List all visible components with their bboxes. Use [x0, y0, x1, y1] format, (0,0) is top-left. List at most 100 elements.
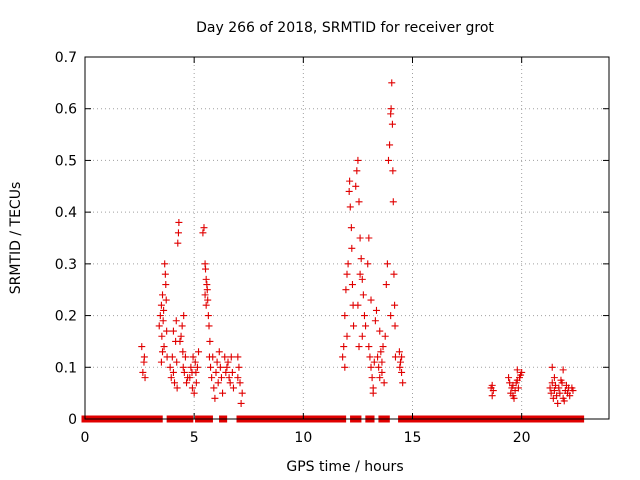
data-point: [199, 229, 207, 237]
data-point: [341, 312, 349, 320]
data-point: [237, 399, 245, 407]
data-point: [558, 379, 566, 387]
data-point: [192, 368, 200, 376]
data-point: [378, 368, 386, 376]
data-point: [350, 322, 358, 330]
data-point: [352, 182, 360, 190]
data-point: [236, 379, 244, 387]
data-point: [221, 353, 229, 361]
data-points: [138, 79, 577, 407]
data-point: [180, 312, 188, 320]
data-point: [395, 348, 403, 356]
data-point: [367, 363, 375, 371]
y-tick-label: 0.2: [55, 309, 77, 325]
data-point: [387, 312, 395, 320]
data-point: [163, 327, 171, 335]
data-point: [174, 229, 182, 237]
data-point: [344, 260, 352, 268]
data-point: [226, 379, 234, 387]
data-point: [345, 187, 353, 195]
y-tick-label: 0: [68, 412, 77, 428]
data-point: [216, 363, 224, 371]
data-point: [372, 306, 380, 314]
data-point: [228, 368, 236, 376]
x-axis-label: GPS time / hours: [286, 459, 403, 475]
data-point: [193, 363, 201, 371]
data-point: [371, 317, 379, 325]
data-point: [179, 363, 187, 371]
y-tick-label: 0.6: [55, 102, 77, 118]
data-point: [179, 348, 187, 356]
data-point: [229, 384, 237, 392]
y-tick-label: 0.3: [55, 257, 77, 273]
data-point: [355, 343, 363, 351]
data-point: [139, 368, 147, 376]
y-tick-label: 0.7: [55, 50, 77, 66]
data-point: [223, 363, 231, 371]
data-point: [212, 368, 220, 376]
data-point: [550, 387, 558, 395]
data-point: [510, 394, 518, 402]
data-point: [238, 389, 246, 397]
data-point: [157, 358, 165, 366]
data-point: [364, 260, 372, 268]
data-point: [396, 363, 404, 371]
data-point: [176, 337, 184, 345]
data-point: [160, 343, 168, 351]
data-point: [366, 353, 374, 361]
data-point: [566, 392, 574, 400]
data-point: [358, 275, 366, 283]
data-point: [211, 394, 219, 402]
data-point: [346, 177, 354, 185]
data-point: [380, 379, 388, 387]
data-point: [227, 353, 235, 361]
data-point: [225, 374, 233, 382]
data-point: [560, 397, 568, 405]
data-point: [375, 363, 383, 371]
data-point: [390, 270, 398, 278]
data-point: [362, 322, 370, 330]
data-point: [215, 348, 223, 356]
data-point: [213, 358, 221, 366]
data-point: [157, 301, 165, 309]
data-point: [204, 296, 212, 304]
data-point: [360, 312, 368, 320]
data-point: [347, 224, 355, 232]
data-point: [369, 389, 377, 397]
data-point: [169, 327, 177, 335]
data-point: [357, 255, 365, 263]
data-point: [175, 218, 183, 226]
data-point: [518, 368, 526, 376]
data-point: [202, 275, 210, 283]
data-point: [343, 270, 351, 278]
y-axis-ticks: 0 0.1 0.2 0.3 0.4 0.5 0.6 0.7: [55, 50, 609, 428]
data-point: [204, 312, 212, 320]
data-point: [353, 167, 361, 175]
data-point: [370, 358, 378, 366]
x-tick-label: 20: [513, 430, 531, 446]
data-point: [186, 374, 194, 382]
data-point: [155, 322, 163, 330]
data-point: [398, 353, 406, 361]
y-tick-label: 0.5: [55, 153, 77, 169]
data-point: [374, 353, 382, 361]
data-point: [234, 353, 242, 361]
data-point: [224, 358, 232, 366]
data-point: [383, 260, 391, 268]
data-point: [348, 244, 356, 252]
data-point: [207, 363, 215, 371]
data-point: [391, 353, 399, 361]
data-point: [188, 384, 196, 392]
data-point: [138, 343, 146, 351]
data-point: [171, 379, 179, 387]
data-point: [162, 296, 170, 304]
data-point: [391, 301, 399, 309]
data-point: [201, 291, 209, 299]
data-point: [569, 387, 577, 395]
grid: [85, 57, 609, 419]
data-point: [161, 260, 169, 268]
data-point: [180, 368, 188, 376]
data-point: [181, 353, 189, 361]
x-tick-label: 0: [81, 430, 90, 446]
